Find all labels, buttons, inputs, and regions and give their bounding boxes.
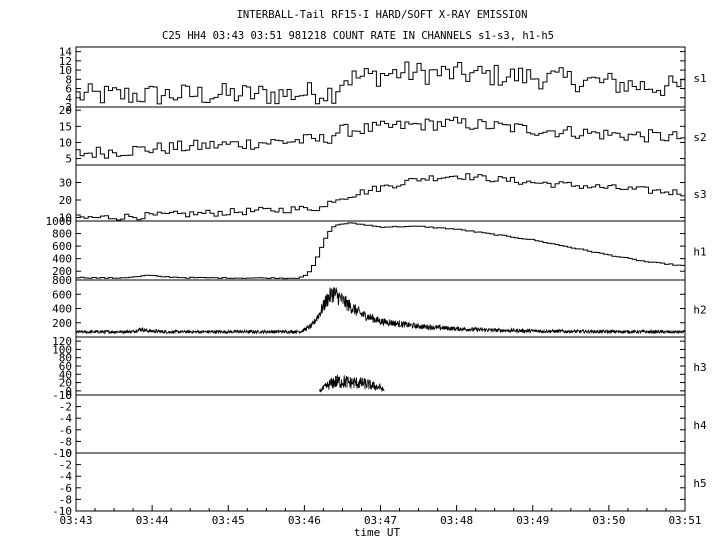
panel-s2: 5 10 15 20 s2 (59, 104, 707, 165)
panel-h3-ytick-label: 0 (65, 385, 72, 398)
panel-h5-ytick-label: -6 (59, 482, 72, 495)
panel-h5-ytick-label: -2 (59, 459, 72, 472)
panel-h4-frame (75, 394, 686, 454)
panel-s1-ytick-label: 10 (59, 64, 72, 77)
series-h3 (319, 374, 385, 393)
panel-h1-ytick-label: 200 (52, 265, 72, 278)
x-tick-label: 03:45 (212, 514, 245, 527)
x-tick-label: 03:47 (364, 514, 397, 527)
panel-h4-ytick-label: -4 (59, 412, 73, 425)
panel-s1-ytick-label: 8 (65, 73, 72, 86)
panel-s1-ytick-label: 4 (65, 92, 72, 105)
panel-h1-ytick-label: 400 (52, 253, 72, 266)
panel-h3-ytick-label: 40 (59, 368, 72, 381)
panel-h4-ytick-label: -2 (59, 401, 72, 414)
panel-h2-ytick-label: 800 (52, 274, 72, 287)
series-s3 (76, 173, 685, 221)
series-s2 (76, 116, 685, 159)
panel-s3-ytick-label: 10 (59, 212, 72, 225)
panel-h5-ytick-label: 0 (65, 447, 72, 460)
panel-h3-ytick-label: 120 (52, 335, 72, 348)
panel-h1-frame (75, 220, 686, 281)
panel-s3-ytick-label: 20 (59, 194, 72, 207)
x-tick-label: 03:43 (59, 514, 92, 527)
x-tick-label: 03:51 (668, 514, 701, 527)
panel-s2-ytick-label: 10 (59, 136, 72, 149)
panel-h5-name: h5 (693, 477, 706, 490)
panel-s1-ytick-label: 2 (65, 101, 72, 114)
panel-h3-ytick-label: 80 (59, 352, 72, 365)
panel-h3-ytick-label: 100 (52, 343, 72, 356)
figure-subtitle: C25 HH4 03:43 03:51 981218 COUNT RATE IN… (162, 30, 554, 42)
panel-h4-ytick-label: -6 (59, 424, 72, 437)
panel-h5-ytick-label: -8 (59, 493, 72, 506)
panel-h1-ytick-label: 1000 (46, 215, 73, 228)
panel-s3-name: s3 (693, 188, 706, 201)
panel-h2-ytick-label: 200 (52, 317, 72, 330)
panel-h1-ytick-label: 600 (52, 240, 72, 253)
series-h1 (76, 222, 685, 280)
series-h2 (75, 286, 686, 335)
panel-s3-frame (75, 164, 686, 222)
panel-s2-frame (75, 106, 686, 166)
x-tick-label: 03:49 (516, 514, 549, 527)
panel-h4-name: h4 (693, 419, 707, 432)
x-tick-label: 03:50 (592, 514, 625, 527)
x-tick-label: 03:44 (136, 514, 169, 527)
panel-h4-ytick-label: -10 (52, 447, 72, 460)
panel-s1-ytick-label: 14 (59, 46, 73, 59)
panel-s1-name: s1 (693, 72, 706, 85)
panel-stack: 2468101214s15101520s2102030s320040060080… (46, 46, 707, 518)
x-tick-label: 03:46 (288, 514, 321, 527)
panel-s1-ytick-label: 6 (65, 83, 72, 96)
panel-s2-ytick-label: 15 (59, 120, 72, 133)
panel-h5-frame (75, 452, 686, 512)
panel-h4-ytick-label: -8 (59, 435, 72, 448)
x-axis-ticks: 03:43 03:44 03:45 03:46 03:47 03:48 03:49 03:50… (59, 505, 702, 527)
x-tick-label: 03:48 (440, 514, 473, 527)
panel-h2-name: h2 (693, 304, 706, 317)
panel-h4-ytick-label: 0 (65, 389, 72, 402)
panel-s3: 10 20 30 s3 (59, 164, 707, 225)
panel-h5-ytick-label: -10 (52, 505, 72, 518)
panel-h2-ytick-label: 400 (52, 303, 72, 316)
series-s1 (76, 61, 685, 105)
panel-h3-name: h3 (693, 361, 706, 374)
panel-h3-ytick-label: 60 (59, 360, 72, 373)
panel-h1-ytick-label: 800 (52, 228, 72, 241)
figure-title: INTERBALL-Tail RF15-I HARD/SOFT X-RAY EM… (237, 9, 528, 21)
panel-h3-ytick-label: -10 (52, 389, 72, 402)
panel-s2-ytick-label: 20 (59, 104, 72, 117)
panel-h5-ytick-label: -4 (59, 470, 73, 483)
panel-s2-name: s2 (693, 131, 706, 144)
panel-h3-ytick-label: 20 (59, 377, 72, 390)
panel-h2-ytick-label: 600 (52, 288, 72, 301)
panel-s1-ytick-label: 12 (59, 55, 72, 68)
panel-s2-ytick-label: 5 (65, 153, 72, 166)
x-axis-label: time UT (354, 526, 401, 539)
panel-h1-name: h1 (693, 246, 706, 259)
panel-h2-frame (75, 279, 686, 338)
panel-s3-ytick-label: 30 (59, 177, 72, 190)
